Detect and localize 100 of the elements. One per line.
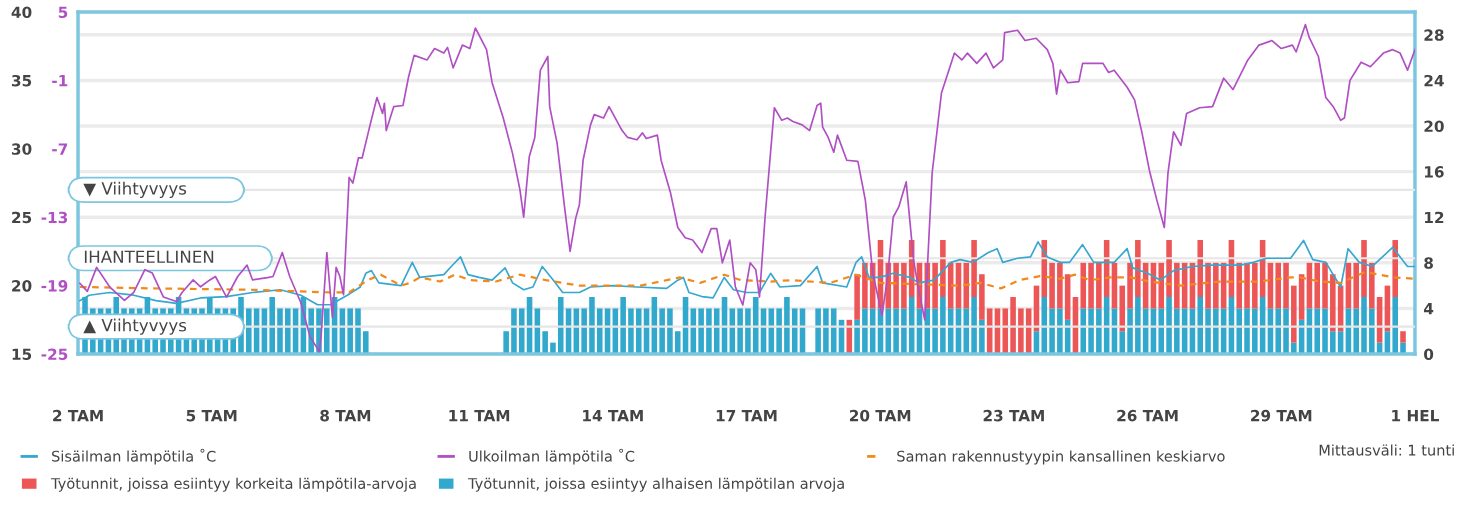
bar: [1283, 262, 1289, 309]
bar: [901, 262, 907, 309]
bar: [1158, 262, 1165, 309]
x-tick-label: 26 TAM: [1117, 409, 1178, 422]
bar: [362, 331, 369, 355]
bar: [784, 297, 790, 355]
bar: [737, 308, 743, 355]
legend-label: Työtunnit, joissa esiintyy korkeita lämpötila-arvoja: [51, 477, 416, 492]
bar: [589, 297, 595, 355]
bar: [1096, 262, 1102, 309]
bar: [971, 240, 977, 298]
y-tick-label: 35: [11, 74, 32, 87]
y3-tick-label: 24: [1424, 74, 1444, 87]
bar: [698, 308, 704, 355]
bar: [518, 308, 525, 355]
legend-label: Saman rakennustyypin kansallinen keskiarvo: [897, 450, 1225, 465]
x-tick-label: 1 HEL: [1392, 410, 1439, 422]
bar: [1353, 262, 1359, 309]
bar: [347, 308, 353, 355]
bar: [1197, 240, 1204, 298]
bar: [1096, 308, 1102, 355]
x-tick-label: 29 TAM: [1251, 409, 1312, 422]
y-tick-label: 15: [12, 348, 32, 361]
legend-label: Ulkoilman lämpötila ˚C: [469, 448, 635, 465]
bar: [1330, 331, 1336, 355]
bar: [1057, 308, 1063, 355]
x-tick-label: 2 TAM: [53, 409, 103, 422]
bar: [246, 308, 252, 355]
bar: [1330, 274, 1336, 332]
bar: [752, 297, 759, 355]
bar: [1213, 262, 1219, 309]
bar: [503, 331, 509, 355]
bar: [1119, 285, 1126, 332]
bar: [620, 297, 626, 355]
bar: [862, 308, 868, 355]
bar: [1127, 308, 1133, 355]
x-tick-label: 11 TAM: [449, 410, 510, 422]
bar: [1252, 308, 1258, 355]
bar: [1174, 308, 1180, 355]
y2-tick-label: -19: [41, 280, 68, 292]
bar: [940, 240, 946, 298]
bar: [1369, 308, 1375, 355]
x-tick-label: 8 TAM: [320, 409, 371, 422]
ref-line-label: ▲ Viihtyvyys: [83, 318, 187, 335]
bar: [1400, 331, 1406, 343]
bar: [1010, 297, 1016, 355]
text: Mittausväli: 1 tunti: [1319, 444, 1454, 456]
x-tick-label: 14 TAM: [583, 410, 643, 422]
y2-tick-label: -7: [52, 143, 68, 155]
bar: [1158, 308, 1165, 355]
bar: [1322, 308, 1328, 355]
bar: [932, 262, 938, 309]
bar: [1369, 262, 1375, 309]
y3-tick-label: 8: [1424, 257, 1433, 269]
bar: [815, 308, 821, 355]
bar: [1049, 262, 1055, 309]
bar: [1236, 262, 1243, 309]
bar: [628, 308, 634, 355]
bar: [713, 308, 720, 355]
bar: [1064, 274, 1071, 320]
bar: [1174, 262, 1180, 309]
bar: [1127, 262, 1133, 309]
bar: [963, 308, 970, 355]
bar: [1236, 308, 1243, 355]
bar: [285, 308, 291, 355]
bar: [1252, 262, 1258, 309]
bar: [674, 331, 681, 355]
bar: [1314, 308, 1321, 355]
y2-tick-label: -1: [52, 75, 68, 87]
bar: [1205, 262, 1211, 309]
bar: [355, 308, 361, 355]
bar: [277, 308, 283, 355]
y2-tick-label: -13: [41, 211, 68, 224]
bar: [1041, 240, 1048, 298]
bar: [1088, 262, 1094, 309]
y2-tick-label: 5: [58, 6, 68, 19]
legend-label: Sisäilman lämpötila ˚C: [52, 448, 216, 465]
bar: [324, 308, 330, 355]
bar: [511, 308, 517, 355]
bar: [1314, 262, 1321, 309]
bar: [1283, 308, 1289, 355]
bar: [1135, 240, 1141, 298]
bar: [979, 319, 985, 355]
bar: [1119, 331, 1126, 355]
bar: [1080, 262, 1087, 309]
bar: [1291, 285, 1297, 343]
bar: [1213, 308, 1219, 355]
bar: [893, 262, 899, 309]
x-tick-label: 20 TAM: [849, 409, 911, 422]
y3-tick-label: 16: [1425, 166, 1444, 178]
y2-tick-label: -25: [41, 348, 68, 361]
bar: [979, 274, 985, 320]
bar: [1244, 308, 1250, 355]
x-tick-label: 23 TAM: [983, 409, 1044, 422]
x-tick-label: 5 TAM: [186, 410, 237, 422]
bar: [1361, 297, 1367, 355]
bar: [269, 297, 275, 355]
bar: [1057, 262, 1063, 309]
y-tick-label: 20: [12, 280, 32, 292]
bar: [706, 308, 712, 355]
